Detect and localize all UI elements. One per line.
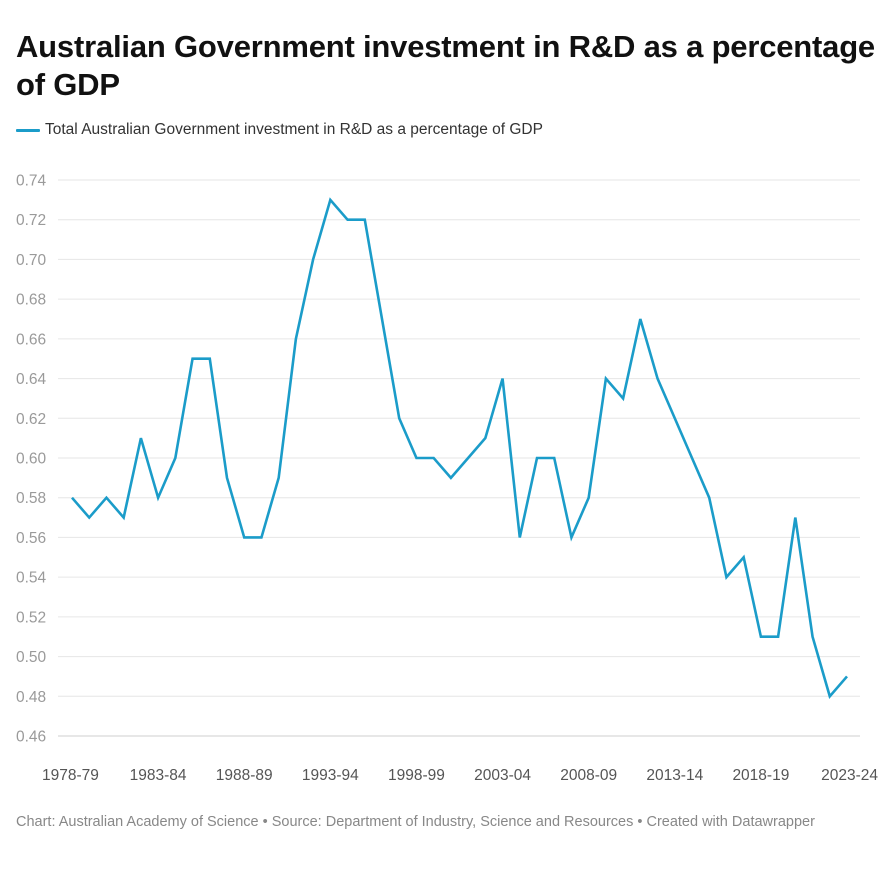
data-point [174,457,176,459]
y-tick-label: 0.56 [16,530,46,547]
data-point [639,318,641,320]
data-point [725,576,727,578]
x-tick-label: 1978-79 [42,767,99,784]
y-tick-label: 0.68 [16,292,46,309]
y-tick-label: 0.62 [16,411,46,428]
data-point [708,497,710,499]
legend-label: Total Australian Government investment i… [45,121,543,138]
data-point [622,397,624,399]
data-point [536,457,538,459]
x-tick-label: 1993-94 [302,767,359,784]
data-point [277,477,279,479]
y-tick-label: 0.70 [16,252,47,269]
data-point [553,457,555,459]
data-point [312,258,314,260]
data-point [260,536,262,538]
data-point [605,377,607,379]
series-line [71,197,848,699]
y-tick-label: 0.74 [16,173,47,190]
data-point [71,497,73,499]
grid-layer [58,179,860,737]
data-point [794,516,796,518]
x-tick-label: 2023-24 [821,767,878,784]
x-tick-label: 1998-99 [388,767,445,784]
data-point [329,199,331,201]
chart-footer: Chart: Australian Academy of Science • S… [16,814,815,830]
series-layer [71,197,848,699]
data-point [760,636,762,638]
data-point [295,338,297,340]
data-point [846,675,848,677]
x-tick-label: 2003-04 [474,767,531,784]
x-tick-label: 1988-89 [216,767,273,784]
x-tick-label: 2013-14 [646,767,703,784]
y-tick-label: 0.46 [16,729,46,746]
data-point [829,695,831,697]
data-point [209,358,211,360]
data-point [501,377,503,379]
x-tick-label: 1983-84 [130,767,187,784]
data-point [742,556,744,558]
x-tick-label: 2018-19 [732,767,789,784]
y-tick-label: 0.54 [16,570,47,587]
data-point [415,457,417,459]
data-point [122,516,124,518]
data-point [570,536,572,538]
chart-title: Australian Government investment in R&D … [16,29,875,102]
data-point [140,437,142,439]
line-chart: 0.74 0.72 0.70 0.68 0.66 0.64 0.62 0.60 0.58 0.56… [16,173,878,785]
x-tick-label: 2008-09 [560,767,617,784]
data-point [467,457,469,459]
y-tick-label: 0.60 [16,451,47,468]
data-point [398,417,400,419]
data-point [243,536,245,538]
y-tick-label: 0.50 [16,649,47,666]
y-axis-ticks: 0.74 0.72 0.70 0.68 0.66 0.64 0.62 0.60 0.58 0.56… [16,173,47,746]
y-tick-label: 0.72 [16,212,46,229]
data-point [105,497,107,499]
data-point [691,457,693,459]
data-point [777,636,779,638]
data-point [226,477,228,479]
data-point [587,497,589,499]
data-point [432,457,434,459]
y-tick-label: 0.48 [16,689,46,706]
data-point [364,219,366,221]
data-point [88,516,90,518]
legend-line-swatch [16,128,40,132]
legend: Total Australian Government investment i… [16,121,543,139]
data-point [346,219,348,221]
y-tick-label: 0.66 [16,331,46,348]
data-point [519,536,521,538]
data-point [191,358,193,360]
data-point [381,318,383,320]
data-point [157,497,159,499]
data-point [484,437,486,439]
data-point [674,417,676,419]
data-point [656,377,658,379]
y-tick-label: 0.64 [16,371,47,388]
x-axis-ticks: 1978-79 1983-84 1988-89 1993-94 1998-99 2003-… [42,767,878,784]
data-point [811,636,813,638]
y-tick-label: 0.58 [16,490,46,507]
data-point [450,477,452,479]
y-tick-label: 0.52 [16,609,46,626]
